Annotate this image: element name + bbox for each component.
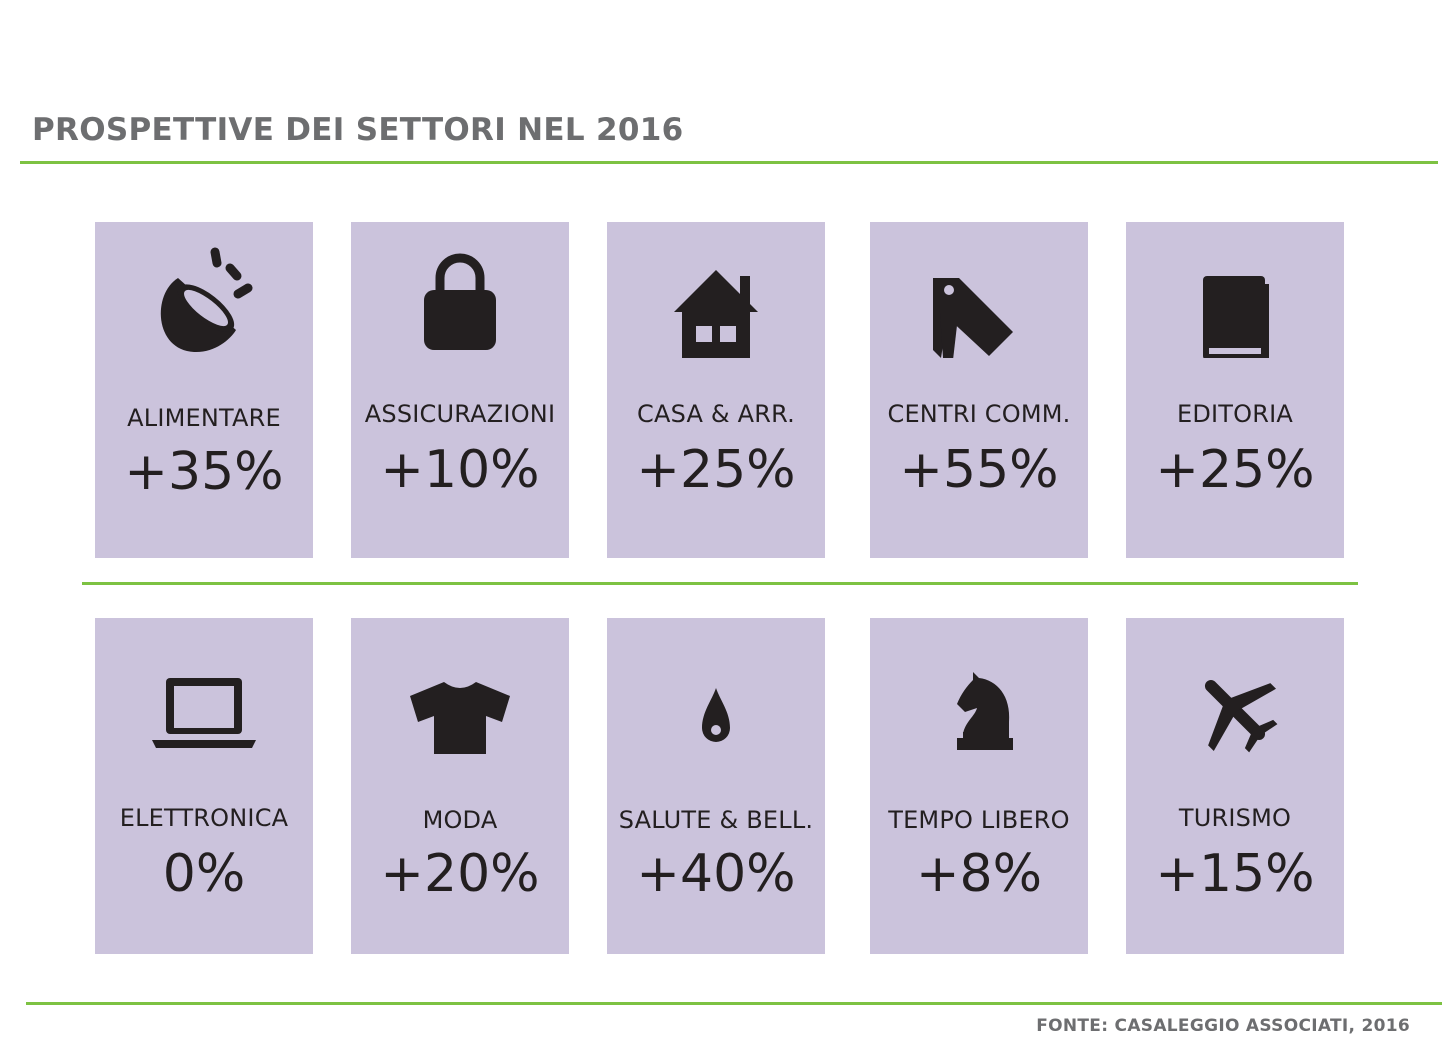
top-divider	[20, 161, 1438, 164]
sector-value: +25%	[1155, 440, 1315, 500]
sector-tile-editoria: EDITORIA +25%	[1126, 222, 1344, 558]
sector-tile-moda: MODA +20%	[351, 618, 569, 954]
sector-label: CENTRI COMM.	[887, 400, 1071, 428]
price-tag-icon	[919, 238, 1039, 358]
book-icon	[1175, 238, 1295, 358]
lock-icon	[400, 238, 520, 358]
sector-value: +15%	[1155, 844, 1315, 904]
sector-tile-elettronica: ELETTRONICA 0%	[95, 618, 313, 954]
middle-divider	[82, 582, 1358, 585]
sector-tile-salute: SALUTE & BELL. +40%	[607, 618, 825, 954]
sector-label: MODA	[422, 806, 498, 834]
sector-value: +8%	[915, 844, 1043, 904]
sector-tile-turismo: TURISMO +15%	[1126, 618, 1344, 954]
sector-value: +40%	[636, 844, 796, 904]
chess-knight-icon	[919, 634, 1039, 754]
laptop-icon	[144, 634, 264, 754]
sector-tile-casa: CASA & ARR. +25%	[607, 222, 825, 558]
sector-value: +20%	[380, 844, 540, 904]
sector-value: 0%	[162, 844, 246, 904]
house-icon	[656, 238, 776, 358]
source-note: FONTE: CASALEGGIO ASSOCIATI, 2016	[1036, 1016, 1410, 1036]
bottom-divider	[26, 1002, 1442, 1005]
sector-value: +25%	[636, 440, 796, 500]
sector-label: SALUTE & BELL.	[618, 806, 814, 834]
page-title: PROSPETTIVE DEI SETTORI NEL 2016	[32, 112, 684, 148]
sector-label: CASA & ARR.	[637, 400, 795, 428]
sector-label: ELETTRONICA	[119, 804, 289, 832]
bowl-icon	[144, 238, 264, 358]
airplane-icon	[1175, 634, 1295, 754]
sector-tile-assicurazioni: ASSICURAZIONI +10%	[351, 222, 569, 558]
sector-label: TEMPO LIBERO	[888, 806, 1070, 834]
sector-value: +55%	[899, 440, 1059, 500]
sector-label: ASSICURAZIONI	[364, 400, 556, 428]
drop-icon	[656, 634, 776, 754]
sector-tile-tempo-libero: TEMPO LIBERO +8%	[870, 618, 1088, 954]
sector-value: +10%	[380, 440, 540, 500]
sector-label: EDITORIA	[1176, 400, 1294, 428]
sector-tile-centri-comm: CENTRI COMM. +55%	[870, 222, 1088, 558]
tshirt-icon	[400, 634, 520, 754]
sector-tile-alimentare: ALIMENTARE +35%	[95, 222, 313, 558]
sector-label: ALIMENTARE	[127, 404, 281, 432]
sector-value: +35%	[124, 442, 284, 502]
sector-label: TURISMO	[1178, 804, 1292, 832]
